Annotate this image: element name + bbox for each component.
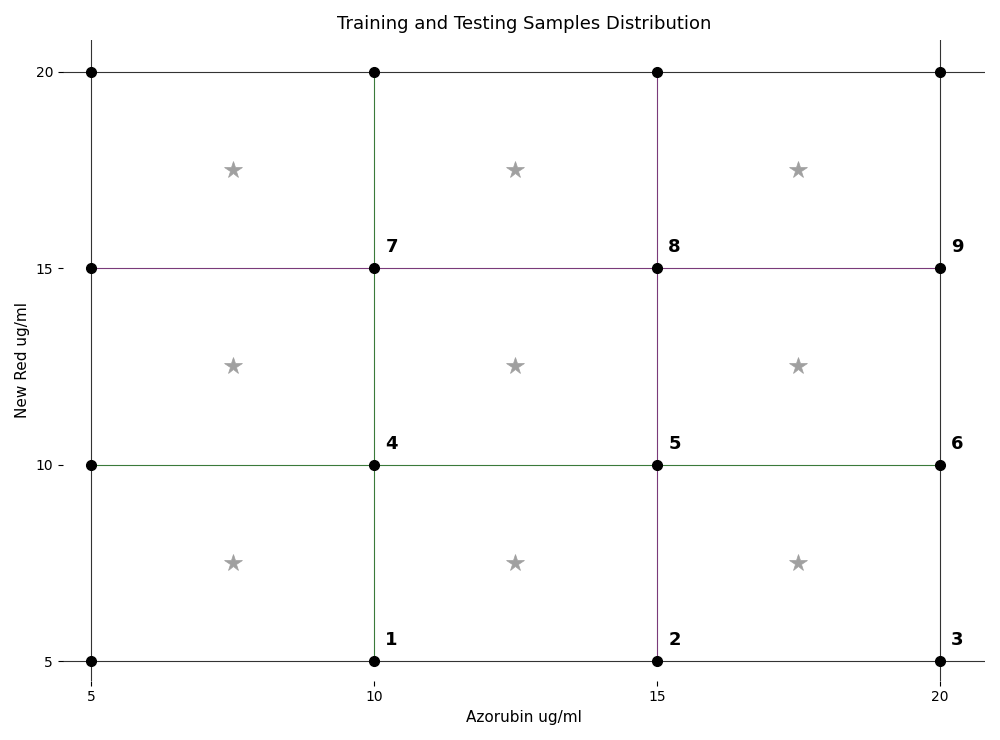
Text: 9: 9 xyxy=(951,238,964,256)
Text: 2: 2 xyxy=(668,631,681,649)
Text: 8: 8 xyxy=(668,238,681,256)
Text: 7: 7 xyxy=(385,238,398,256)
Title: Training and Testing Samples Distribution: Training and Testing Samples Distributio… xyxy=(337,15,711,33)
Text: 5: 5 xyxy=(668,435,681,453)
Text: 3: 3 xyxy=(951,631,964,649)
Text: 4: 4 xyxy=(385,435,398,453)
Text: 6: 6 xyxy=(951,435,964,453)
X-axis label: Azorubin ug/ml: Azorubin ug/ml xyxy=(466,710,582,725)
Text: 1: 1 xyxy=(385,631,398,649)
Y-axis label: New Red ug/ml: New Red ug/ml xyxy=(15,303,30,418)
